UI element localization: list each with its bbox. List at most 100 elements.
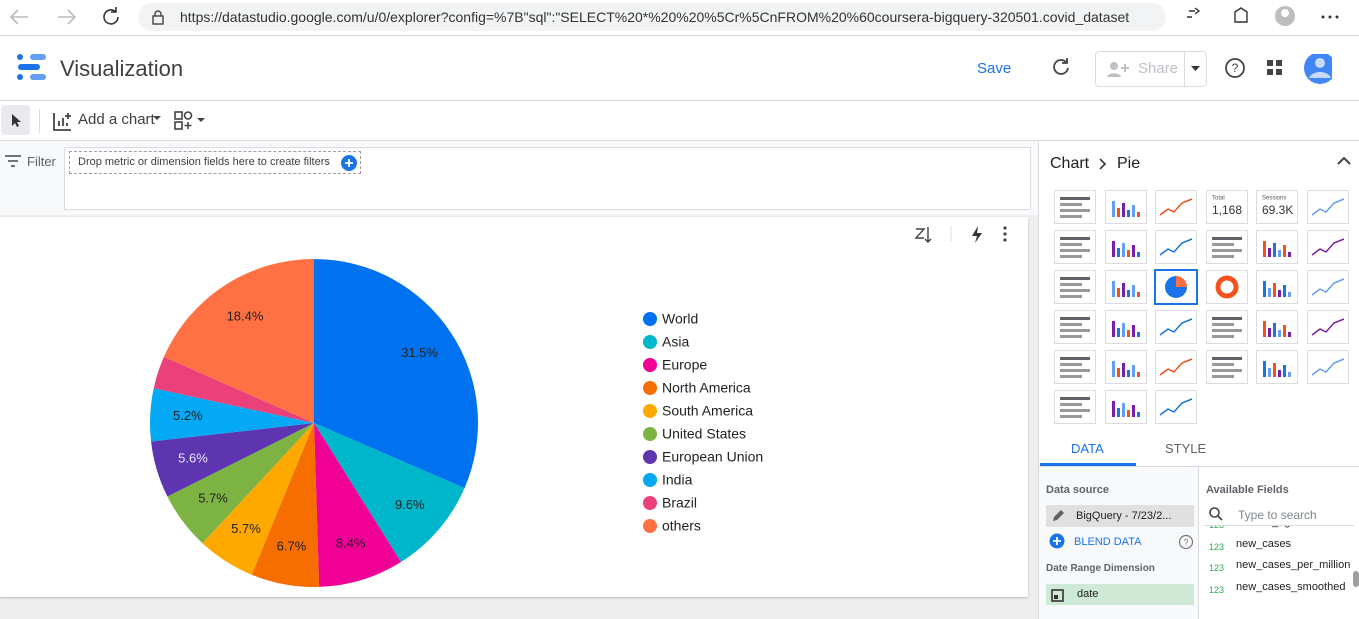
sample-value: 69.3K — [1262, 203, 1293, 217]
chart-type[interactable] — [1256, 230, 1298, 264]
legend-label[interactable]: Asia — [662, 334, 689, 350]
browser-icons[interactable] — [1180, 0, 1359, 35]
blend-icon[interactable] — [1049, 533, 1067, 551]
add-chart-icon[interactable] — [51, 109, 75, 133]
chart-type[interactable] — [1054, 350, 1096, 384]
chart-type-icon — [1111, 321, 1140, 337]
field-search[interactable]: Type to search — [1204, 503, 1354, 526]
add-control-icon[interactable] — [172, 109, 208, 133]
chart-type[interactable] — [1054, 390, 1096, 424]
icon-shape — [1126, 370, 1130, 377]
field-name[interactable]: new_cases_smoothed — [1236, 581, 1346, 594]
pie-slice[interactable] — [314, 423, 465, 563]
nav-buttons[interactable] — [0, 0, 140, 35]
pie-slice[interactable] — [314, 423, 402, 587]
chart-type[interactable] — [1054, 230, 1096, 264]
dropdown-arrow[interactable] — [153, 116, 163, 124]
chart-type[interactable] — [1155, 190, 1197, 224]
pie-slice[interactable] — [167, 423, 314, 544]
chart-toolbar[interactable] — [908, 223, 1018, 245]
address-bar[interactable]: https://datastudio.google.com/u/0/explor… — [138, 3, 1166, 31]
chart-type[interactable] — [1205, 270, 1248, 304]
field-name[interactable]: new_cases_per_million — [1236, 559, 1351, 572]
scrollbar[interactable] — [1353, 571, 1359, 587]
chart-type[interactable] — [1155, 270, 1197, 304]
icon-shape — [1278, 290, 1281, 297]
date-dimension[interactable]: date — [1046, 584, 1194, 605]
header-icons[interactable]: ? — [1222, 54, 1332, 84]
refresh-icon[interactable] — [1050, 56, 1072, 78]
chart-type-icon — [1159, 398, 1193, 416]
pie-slice[interactable] — [150, 388, 314, 442]
tab-data[interactable]: DATA — [1071, 441, 1104, 456]
icon-shape — [1311, 278, 1344, 296]
chart-type[interactable] — [1104, 230, 1147, 264]
legend-label[interactable]: Europe — [662, 357, 707, 373]
chart-type[interactable] — [1306, 190, 1349, 224]
legend-label[interactable]: European Union — [662, 449, 763, 465]
chart-type-icon — [1165, 276, 1187, 298]
share-menu[interactable] — [1190, 65, 1202, 73]
data-source[interactable]: BigQuery - 7/23/2... — [1046, 505, 1194, 527]
chart-type[interactable] — [1054, 190, 1096, 224]
chart-type[interactable] — [1155, 390, 1197, 424]
legend-label[interactable]: India — [662, 472, 693, 488]
blend-data[interactable]: BLEND DATA — [1074, 536, 1142, 548]
chart-type[interactable] — [1306, 310, 1349, 344]
filter-box[interactable]: Drop metric or dimension fields here to … — [64, 147, 1031, 210]
icon-shape — [1211, 317, 1242, 320]
field-name[interactable]: new_cases — [1236, 537, 1292, 550]
chart-type[interactable] — [1306, 270, 1349, 304]
icon-shape — [1211, 357, 1242, 360]
chart-type[interactable] — [1155, 310, 1197, 344]
chart-type[interactable] — [1054, 270, 1096, 304]
chart-type[interactable] — [1104, 190, 1147, 224]
chart-type[interactable] — [1054, 310, 1096, 344]
chart-type[interactable] — [1205, 230, 1248, 264]
chart-type[interactable]: Total 1,168 — [1205, 190, 1248, 224]
add-chart[interactable]: Add a chart — [78, 111, 155, 128]
icon-shape — [1211, 255, 1234, 258]
chart-type[interactable] — [1104, 310, 1147, 344]
pie-slice[interactable] — [314, 259, 478, 489]
chart-type[interactable] — [1306, 230, 1349, 264]
pie-slice[interactable] — [251, 423, 320, 587]
chart-type[interactable] — [1256, 310, 1298, 344]
legend-label[interactable]: South America — [662, 403, 753, 419]
chart-type[interactable] — [1256, 270, 1298, 304]
filter-dropzone[interactable]: Drop metric or dimension fields here to … — [69, 151, 361, 174]
legend-label[interactable]: Brazil — [662, 495, 697, 511]
chart-type[interactable] — [1104, 390, 1147, 424]
legend-label[interactable]: World — [662, 311, 698, 327]
chart-type[interactable] — [1256, 350, 1298, 384]
legend-label[interactable]: United States — [662, 426, 746, 442]
pie-slice[interactable] — [163, 259, 314, 423]
pie-slice[interactable] — [202, 423, 314, 575]
chart-type[interactable] — [1205, 310, 1248, 344]
pie-slice[interactable] — [153, 356, 314, 423]
pie-slice[interactable] — [151, 423, 314, 497]
chart-type[interactable] — [1104, 350, 1147, 384]
save-button[interactable]: Save — [977, 60, 1012, 77]
breadcrumb-chart[interactable]: Chart — [1050, 155, 1090, 172]
chart-type[interactable] — [1306, 350, 1349, 384]
icon-shape — [1136, 292, 1140, 297]
chart-type[interactable] — [1205, 350, 1248, 384]
chart-type[interactable] — [1104, 270, 1147, 304]
field-name[interactable]: median_age — [1236, 526, 1297, 528]
data-label: 5.6% — [178, 450, 208, 465]
chart-type-icon — [1060, 317, 1090, 338]
logo[interactable] — [16, 54, 48, 82]
help-icon[interactable]: ? — [1178, 534, 1194, 550]
chart-type[interactable]: Sessions 69.3K — [1256, 190, 1298, 224]
add-filter-icon[interactable] — [340, 154, 358, 172]
chart-type[interactable] — [1155, 230, 1197, 264]
select-tool[interactable] — [1, 105, 30, 135]
share-button[interactable]: Share — [1095, 51, 1207, 87]
legend-label[interactable]: others — [662, 518, 701, 534]
tab-style[interactable]: STYLE — [1165, 441, 1207, 456]
icon-shape — [1136, 212, 1140, 217]
chart-type[interactable] — [1155, 350, 1197, 384]
legend-label[interactable]: North America — [662, 380, 751, 396]
collapse-icon[interactable] — [1336, 155, 1352, 167]
